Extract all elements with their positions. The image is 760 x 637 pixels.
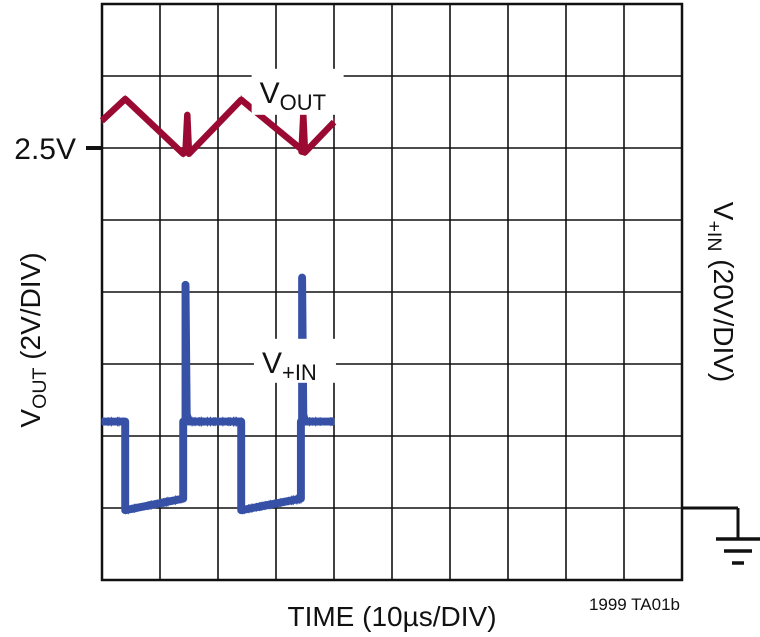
series-label-sub: +IN (282, 360, 317, 385)
series-label-main: V (260, 77, 280, 110)
traces (99, 95, 337, 515)
y-right-sub: +IN (703, 220, 725, 251)
reference-marker: 2.5V (14, 133, 102, 166)
series-label-bg (253, 338, 336, 383)
reference-label: 2.5V (14, 133, 76, 166)
y-axis-label-left: VOUT (2V/DIV) (15, 252, 51, 427)
figure-code: 1999 TA01b (589, 595, 680, 614)
y-axis-label-right: V+IN (20V/DIV) (703, 202, 739, 382)
series-label-main: V (262, 347, 282, 380)
series-label-sub: OUT (280, 90, 326, 115)
ground-icon (682, 506, 760, 565)
series-label-bg (251, 68, 344, 115)
graticule-grid (100, 2, 684, 582)
series-label-vout: VOUT (260, 77, 326, 115)
x-axis-label: TIME (10µs/DIV) (287, 601, 496, 632)
y-left-rest: (2V/DIV) (15, 252, 46, 367)
series-label-vin: V+IN (262, 347, 317, 385)
y-left-main: V (15, 409, 46, 428)
y-right-main: V (708, 202, 739, 221)
trace-vout-line (101, 97, 335, 157)
y-right-rest: (20V/DIV) (708, 252, 739, 383)
y-left-sub: OUT (29, 368, 51, 409)
trace-vin-line (102, 277, 334, 512)
